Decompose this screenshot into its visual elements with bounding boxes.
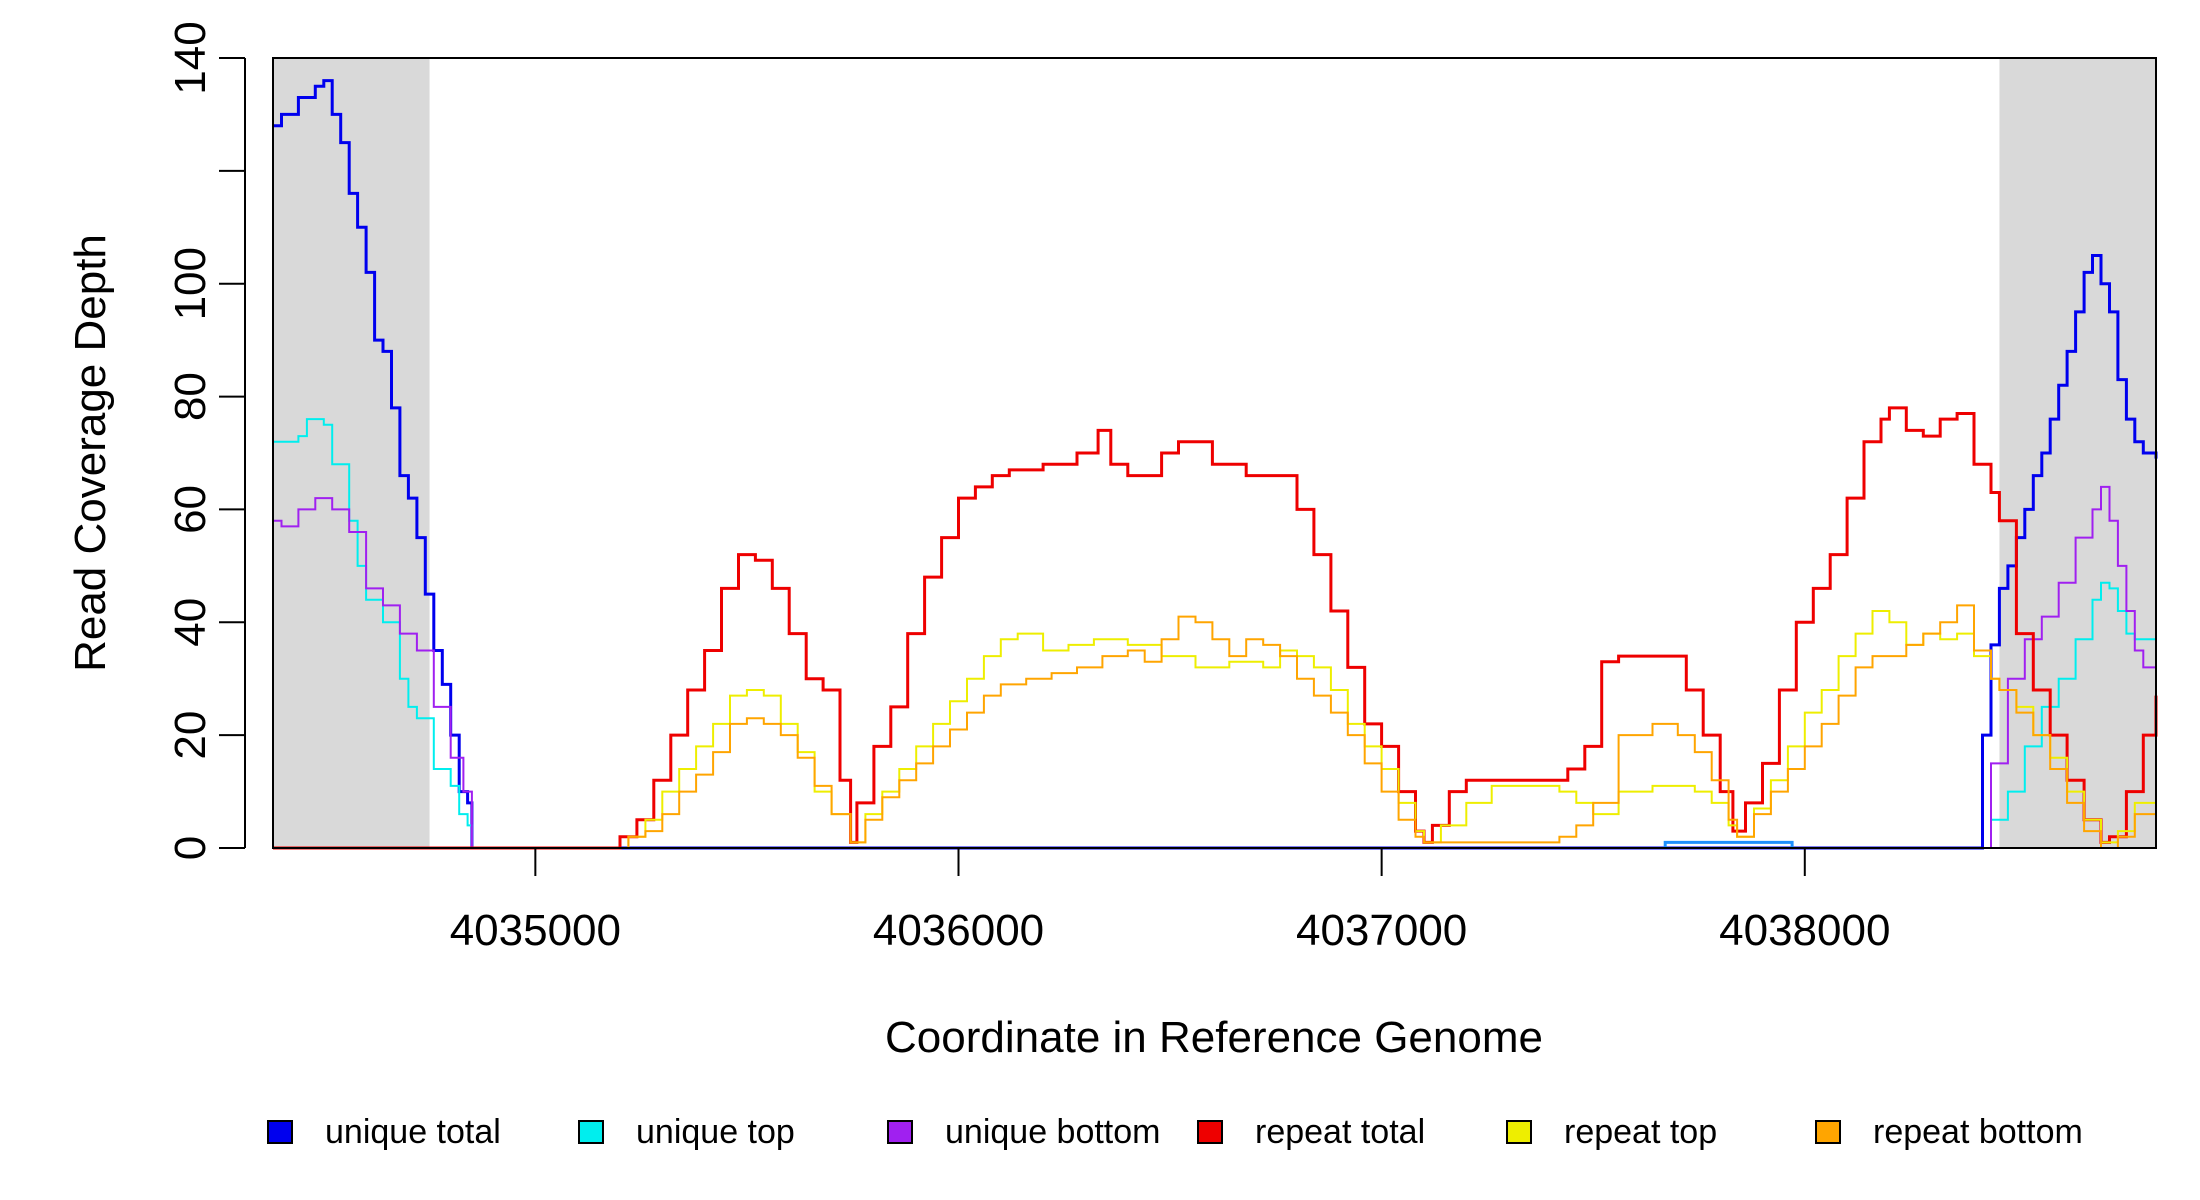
y-tick-label: 60 (166, 485, 215, 534)
series-line-4 (273, 406, 2158, 850)
legend-label: unique top (636, 1113, 795, 1151)
legend-label: unique bottom (945, 1113, 1161, 1151)
legend-swatch (1197, 1120, 1223, 1144)
legend: unique total unique top unique bottom repea… (267, 1113, 2083, 1151)
legend-label: repeat top (1564, 1113, 1717, 1151)
plot-frame (272, 57, 2157, 849)
y-tick-label: 140 (166, 21, 215, 94)
x-axis: 4035000 4036000 4037000 4038000 (450, 847, 1890, 955)
series-line-7 (1663, 840, 1794, 848)
x-tick-label: 4037000 (1296, 906, 1467, 955)
shaded-region-2 (1999, 58, 2156, 848)
x-axis-title: Coordinate in Reference Genome (885, 1013, 1543, 1062)
x-tick-label: 4038000 (1719, 906, 1890, 955)
y-tick-label: 100 (166, 247, 215, 320)
series-line-5 (273, 610, 2157, 849)
y-axis-title: Read Coverage Depth (66, 234, 115, 672)
series-line-2 (273, 418, 2156, 849)
legend-swatch (887, 1120, 913, 1144)
series-line-6 (273, 604, 2157, 849)
legend-label: repeat bottom (1873, 1113, 2083, 1151)
y-tick-label: 0 (166, 836, 215, 860)
legend-swatch (578, 1120, 604, 1144)
y-tick-label: 20 (166, 711, 215, 760)
legend-swatch (1506, 1120, 1532, 1144)
shaded-regions (273, 58, 2156, 848)
y-tick-label: 80 (166, 372, 215, 421)
y-tick-label: 40 (166, 598, 215, 647)
legend-label: repeat total (1255, 1113, 1425, 1151)
legend-swatch (1815, 1120, 1841, 1144)
shaded-region-1 (273, 58, 430, 848)
y-axis: 0 20 40 60 80 100 140 (166, 21, 246, 860)
legend-label: unique total (325, 1113, 501, 1151)
x-tick-label: 4036000 (873, 906, 1044, 955)
series-lines (273, 79, 2158, 850)
x-tick-label: 4035000 (450, 906, 621, 955)
legend-swatch (267, 1120, 293, 1144)
